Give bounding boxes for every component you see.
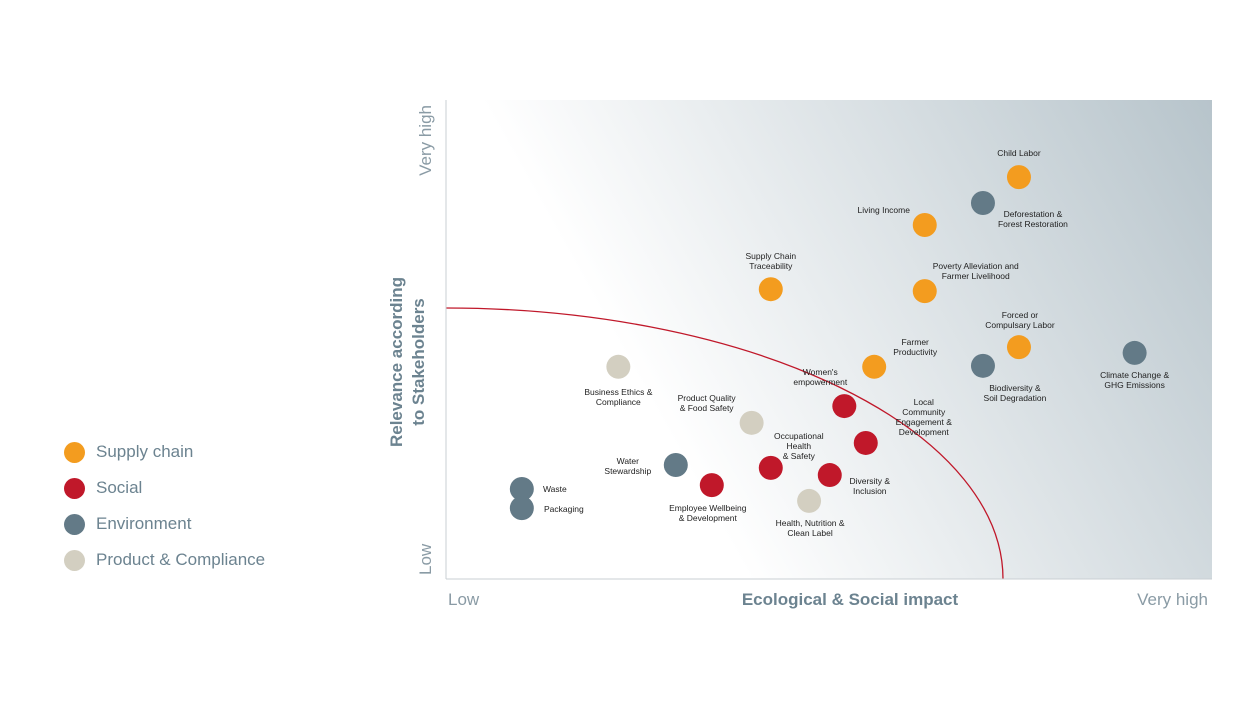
legend-label: Social bbox=[96, 478, 143, 497]
data-point bbox=[797, 488, 822, 513]
point-label: Women's empowerment bbox=[793, 367, 848, 388]
data-point bbox=[663, 452, 688, 477]
data-point bbox=[509, 496, 534, 521]
data-point bbox=[970, 190, 995, 215]
legend-item: Social bbox=[64, 477, 143, 500]
legend-swatch bbox=[64, 478, 85, 500]
legend-item: Product & Compliance bbox=[64, 549, 266, 572]
point-label: Employee Wellbeing & Development bbox=[669, 503, 747, 524]
point-label: Forced or Compulsary Labor bbox=[985, 310, 1055, 331]
data-point bbox=[699, 473, 724, 498]
legend-item: Environment bbox=[64, 513, 192, 536]
point-label: Biodiversity & Soil Degradation bbox=[983, 382, 1047, 403]
data-point bbox=[758, 455, 783, 480]
data-point bbox=[1006, 335, 1031, 360]
point-label: Diversity & Inclusion bbox=[849, 476, 891, 497]
point-label: Deforestation & Forest Restoration bbox=[997, 208, 1068, 229]
data-point bbox=[817, 463, 842, 488]
legend-swatch bbox=[64, 514, 85, 536]
point-label: Local Community Engagement & Development bbox=[895, 396, 952, 437]
point-label: Water Stewardship bbox=[604, 455, 652, 476]
data-point bbox=[912, 279, 937, 304]
point-label: Farmer Productivity bbox=[893, 336, 938, 357]
x-axis-title: Ecological & Social impact bbox=[742, 590, 959, 609]
point-label: Child Labor bbox=[997, 148, 1041, 159]
y-axis-title: Relevance according to Stakeholders bbox=[387, 276, 428, 448]
y-tick-label: Very high bbox=[416, 105, 435, 176]
threshold-curve bbox=[446, 307, 1004, 579]
plot-background bbox=[446, 100, 1212, 579]
data-point bbox=[832, 394, 857, 419]
point-label: Health, Nutrition & Clean Label bbox=[775, 517, 845, 538]
point-label: Packaging bbox=[543, 504, 584, 515]
legend-item: Supply chain bbox=[64, 441, 194, 464]
data-point bbox=[912, 213, 937, 238]
point-label: Supply Chain Traceability bbox=[745, 251, 797, 272]
x-tick-label: Low bbox=[448, 590, 480, 609]
point-label: Living Income bbox=[857, 205, 910, 216]
data-point bbox=[739, 410, 764, 435]
data-point bbox=[1006, 165, 1031, 190]
legend-label: Product & Compliance bbox=[96, 550, 266, 569]
data-point bbox=[970, 353, 995, 378]
point-label: Occupational Health & Safety bbox=[773, 430, 824, 461]
data-point bbox=[1122, 340, 1147, 365]
data-point bbox=[862, 354, 887, 379]
point-label: Business Ethics & Compliance bbox=[584, 386, 653, 407]
legend-swatch bbox=[64, 550, 85, 572]
legend-swatch bbox=[64, 442, 85, 464]
point-label: Poverty Alleviation and Farmer Livelihoo… bbox=[932, 261, 1019, 282]
y-tick-label: Low bbox=[416, 543, 435, 575]
point-label: Product Quality & Food Safety bbox=[677, 392, 736, 413]
x-tick-label: Very high bbox=[1137, 590, 1208, 609]
data-point bbox=[509, 476, 534, 501]
legend-label: Supply chain bbox=[96, 442, 194, 461]
data-point bbox=[853, 430, 878, 455]
data-point bbox=[606, 354, 631, 379]
data-point bbox=[758, 277, 783, 302]
point-label: Climate Change & GHG Emissions bbox=[1100, 369, 1170, 390]
legend-label: Environment bbox=[96, 514, 192, 533]
point-label: Waste bbox=[542, 483, 567, 494]
